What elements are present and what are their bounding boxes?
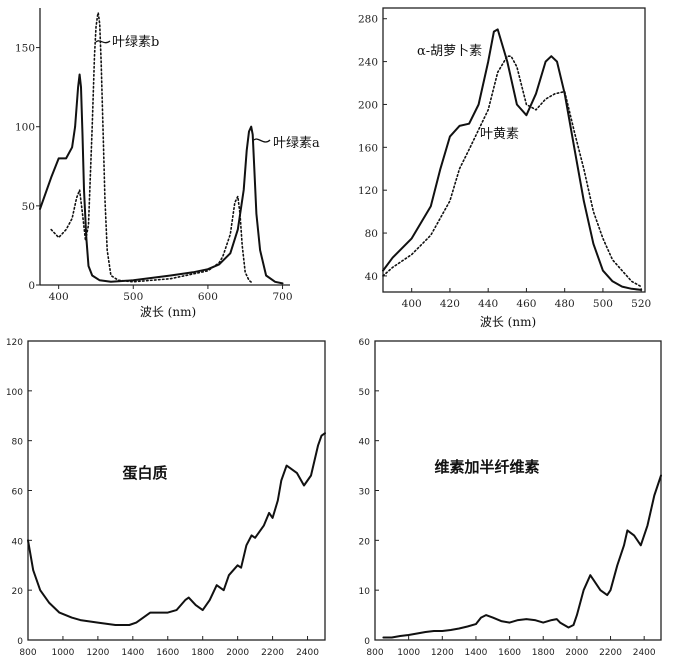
- chlorophyll-a-label: 叶绿素a: [273, 136, 320, 151]
- chlorophyll-b-leader-line: [95, 40, 111, 44]
- carotenoid-plot-frame: [382, 7, 646, 293]
- cellulose-x-tick-label: 1400: [464, 648, 487, 658]
- chlorophyll-x-ticks: 400 500 600 700: [49, 285, 293, 303]
- carotenoid-x-tick-label: 420: [440, 298, 460, 310]
- protein-x-tick-label: 2400: [296, 648, 319, 658]
- protein-x-tick-label: 2200: [261, 648, 284, 658]
- protein-label: 蛋白质: [122, 464, 167, 482]
- chlorophyll-y-tick-label: 150: [15, 43, 35, 55]
- cellulose-y-tick-label: 40: [359, 438, 371, 448]
- cellulose-series-line-1: [382, 474, 662, 639]
- protein-x-tick-label: 1600: [156, 648, 179, 658]
- protein-series-line-1: [27, 432, 326, 626]
- carotenoid-y-tick-label: 40: [365, 271, 378, 283]
- cellulose-panel: 0 10 20 30 40 50 60 800 1000 1200 1400 1600 1800 200…: [359, 338, 662, 658]
- chlorophyll-a-leader-line: [253, 138, 271, 143]
- carotenoid-x-tick-label: 440: [478, 298, 498, 310]
- chlorophyll-series-line-2: [50, 11, 254, 285]
- cellulose-y-tick-label: 30: [359, 488, 371, 498]
- chlorophyll-x-tick-label: 500: [123, 291, 143, 303]
- carotenoid-x-tick-label: 480: [555, 298, 575, 310]
- chlorophyll-x-axis-label: 波长 (nm): [140, 305, 196, 319]
- cellulose-x-tick-label: 800: [366, 648, 383, 658]
- protein-x-tick-label: 800: [19, 648, 36, 658]
- cellulose-x-tick-label: 1800: [532, 648, 555, 658]
- alpha-carotene-label: α-胡萝卜素: [417, 44, 482, 59]
- carotenoid-panel: 40 80 120 160 200 240 280 400 420 440 460 480 500 52…: [358, 7, 651, 329]
- protein-x-ticks: 800 1000 1200 1400 1600 1800 2000 2200 2400: [19, 636, 319, 658]
- cellulose-x-tick-label: 2400: [633, 648, 656, 658]
- carotenoid-y-tick-label: 240: [358, 57, 378, 69]
- carotenoid-axes: [382, 7, 646, 293]
- carotenoid-x-tick-label: 460: [516, 298, 536, 310]
- carotenoid-series-line-1: [382, 28, 643, 291]
- carotenoid-series: [382, 28, 643, 291]
- carotenoid-y-ticks: 40 80 120 160 200 240 280: [358, 14, 387, 283]
- chlorophyll-y-ticks: 0 50 100 150: [15, 43, 40, 292]
- chlorophyll-y-tick-label: 50: [22, 201, 35, 213]
- chlorophyll-b-label: 叶绿素b: [112, 35, 159, 50]
- protein-x-tick-label: 1800: [191, 648, 214, 658]
- cellulose-x-tick-label: 1200: [431, 648, 454, 658]
- carotenoid-x-tick-label: 400: [402, 298, 422, 310]
- cellulose-x-ticks: 800 1000 1200 1400 1600 1800 2000 2200 2400: [366, 636, 656, 658]
- carotenoid-y-tick-label: 120: [358, 185, 378, 197]
- cellulose-y-tick-label: 50: [359, 388, 371, 398]
- protein-y-tick-label: 80: [12, 438, 24, 448]
- cellulose-x-tick-label: 2000: [565, 648, 588, 658]
- carotenoid-y-tick-label: 200: [358, 99, 378, 111]
- protein-y-ticks: 0 20 40 60 80 100 120: [6, 338, 32, 647]
- chlorophyll-x-tick-label: 600: [198, 291, 218, 303]
- carotenoid-x-tick-label: 520: [631, 298, 651, 310]
- cellulose-x-tick-label: 2200: [599, 648, 622, 658]
- protein-y-tick-label: 40: [12, 537, 24, 547]
- carotenoid-y-tick-label: 80: [365, 228, 378, 240]
- cellulose-x-tick-label: 1600: [498, 648, 521, 658]
- chlorophyll-x-tick-label: 700: [273, 291, 293, 303]
- cellulose-plot-frame: [374, 340, 662, 641]
- protein-x-tick-label: 1000: [51, 648, 74, 658]
- carotenoid-x-ticks: 400 420 440 460 480 500 520: [402, 288, 651, 310]
- carotenoid-x-tick-label: 500: [593, 298, 613, 310]
- chlorophyll-x-tick-label: 400: [49, 291, 69, 303]
- protein-x-tick-label: 1400: [121, 648, 144, 658]
- carotenoid-y-tick-label: 280: [358, 14, 378, 26]
- cellulose-y-tick-label: 10: [359, 587, 371, 597]
- chlorophyll-y-tick-label: 0: [28, 280, 35, 292]
- cellulose-axes: [374, 340, 662, 641]
- protein-x-tick-label: 1200: [86, 648, 109, 658]
- lutein-label: 叶黄素: [480, 127, 519, 142]
- carotenoid-series-line-2: [382, 55, 643, 288]
- cellulose-y-tick-label: 0: [364, 637, 370, 647]
- carotenoid-x-axis-label: 波长 (nm): [480, 315, 536, 329]
- cellulose-y-tick-label: 60: [359, 338, 371, 348]
- protein-y-tick-label: 100: [6, 388, 23, 398]
- protein-y-tick-label: 60: [12, 488, 24, 498]
- protein-series: [27, 432, 326, 626]
- protein-y-tick-label: 0: [17, 637, 23, 647]
- cellulose-series: [382, 474, 662, 639]
- protein-y-tick-label: 120: [6, 338, 23, 348]
- cellulose-x-tick-label: 1000: [397, 648, 420, 658]
- chlorophyll-y-tick-label: 100: [15, 122, 35, 134]
- carotenoid-y-tick-label: 160: [358, 142, 378, 154]
- protein-panel: 0 20 40 60 80 100 120 800 1000 1200 1400 1600 1800 2…: [6, 338, 326, 658]
- chlorophyll-series-line-1: [39, 73, 284, 285]
- cellulose-label: 维素加半纤维素: [434, 458, 539, 476]
- chlorophyll-panel: 0 50 100 150 400 500 600 700 叶绿素b 叶绿素a 波长 (nm): [15, 8, 320, 319]
- chlorophyll-series: [39, 11, 284, 285]
- chlorophyll-axes: [39, 8, 290, 286]
- cellulose-y-ticks: 0 10 20 30 40 50 60: [359, 338, 379, 647]
- cellulose-y-tick-label: 20: [359, 537, 371, 547]
- protein-y-tick-label: 20: [12, 587, 24, 597]
- protein-x-tick-label: 2000: [226, 648, 249, 658]
